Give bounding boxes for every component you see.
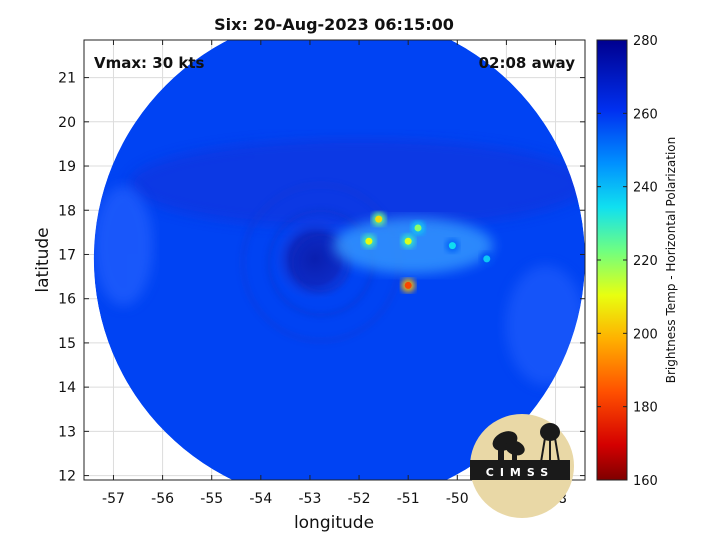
- y-tick-label: 16: [58, 292, 76, 308]
- satellite-dish-icon: [492, 431, 525, 462]
- colorbar-tick-label: 180: [633, 401, 658, 416]
- colorbar-tick-label: 240: [633, 181, 658, 196]
- cimss-logo: CIMSS: [470, 414, 574, 518]
- cold-cell: [448, 242, 456, 250]
- x-tick-label: -57: [102, 491, 125, 507]
- colorbar-ticks: 160 180 200 220 240 260 280: [597, 34, 658, 489]
- y-tick-label: 19: [58, 159, 76, 175]
- spiral-band: [290, 232, 351, 293]
- cold-cell: [365, 237, 373, 245]
- y-tick-label: 17: [58, 247, 76, 263]
- x-tick-label: -55: [200, 491, 223, 507]
- swath-disc: [93, 40, 585, 480]
- y-tick-label: 20: [58, 115, 76, 131]
- vmax-annotation: Vmax: 30 kts: [94, 54, 204, 72]
- x-axis-label: longitude: [294, 513, 374, 533]
- water-tower-icon: [540, 423, 560, 463]
- plot-frame: [83, 39, 586, 481]
- cold-cell: [414, 224, 422, 232]
- colorbar-tick-label: 260: [633, 107, 658, 122]
- y-tick-label: 21: [58, 71, 76, 87]
- colorbar-tick-label: 280: [633, 34, 658, 49]
- y-tick-label: 15: [58, 336, 76, 352]
- cold-band: [129, 138, 585, 229]
- y-tick-label: 13: [58, 424, 76, 440]
- cold-cell: [404, 281, 412, 289]
- y-axis-ticks: 12 13 14 15 16 17 18 19 20 21: [58, 71, 585, 485]
- x-tick-label: -56: [151, 491, 174, 507]
- chart-title: Six: 20-Aug-2023 06:15:00: [214, 15, 454, 34]
- cold-cell: [404, 237, 412, 245]
- y-tick-label: 14: [58, 380, 76, 396]
- warm-edge: [93, 185, 154, 306]
- logo-text: CIMSS: [486, 466, 554, 479]
- distance-annotation: 02:08 away: [479, 54, 576, 72]
- logo-base: [470, 460, 570, 480]
- x-tick-label: -54: [249, 491, 272, 507]
- x-tick-label: -53: [299, 491, 322, 507]
- colorbar: [596, 39, 628, 481]
- x-tick-label: -51: [397, 491, 420, 507]
- swath-image: [93, 40, 585, 480]
- colorbar-tick-label: 160: [633, 474, 658, 489]
- cold-cell: [375, 215, 383, 223]
- colorbar-tick-label: 200: [633, 327, 658, 342]
- y-axis-label: latitude: [33, 227, 53, 292]
- x-tick-label: -50: [446, 491, 469, 507]
- x-tick-label: -52: [348, 491, 371, 507]
- colorbar-label: Brightness Temp - Horizontal Polarizatio…: [664, 137, 678, 384]
- y-tick-label: 12: [58, 469, 76, 485]
- cold-cell: [483, 255, 491, 263]
- y-tick-label: 18: [58, 203, 76, 219]
- colorbar-tick-label: 220: [633, 254, 658, 269]
